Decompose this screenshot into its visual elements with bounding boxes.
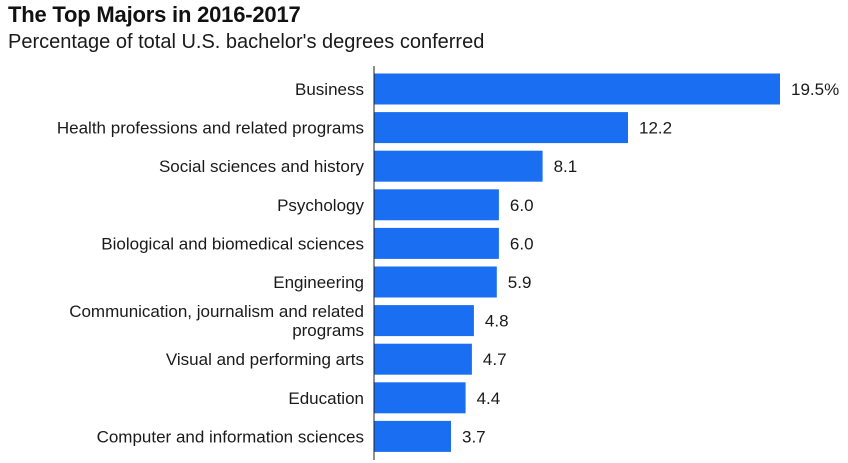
category-label-line: Engineering xyxy=(273,273,364,292)
value-label: 5.9 xyxy=(508,273,532,292)
value-label: 12.2 xyxy=(639,119,672,138)
category-label: Biological and biomedical sciences xyxy=(101,234,364,253)
bar xyxy=(374,305,474,337)
value-label: 3.7 xyxy=(462,427,486,446)
category-label-line: Education xyxy=(288,389,364,408)
chart-title: The Top Majors in 2016-2017 xyxy=(8,2,301,27)
category-labels-layer: Business Health professions and related p… xyxy=(57,80,365,446)
category-label: Social sciences and history xyxy=(159,157,365,176)
value-label: 6.0 xyxy=(510,234,534,253)
bars-layer xyxy=(374,73,780,452)
value-label: 8.1 xyxy=(554,157,578,176)
category-label-line: Computer and information sciences xyxy=(97,427,364,446)
bar xyxy=(374,420,451,452)
value-label: 4.4 xyxy=(477,389,501,408)
bar xyxy=(374,189,499,221)
category-label-line: programs xyxy=(292,321,364,340)
category-label-line: Biological and biomedical sciences xyxy=(101,234,364,253)
category-label: Visual and performing arts xyxy=(166,350,364,369)
bar xyxy=(374,382,466,414)
value-labels-layer: 19.5% 12.2 8.1 6.0 6.0 5.9 4.8 4.7 4.4 3.7 xyxy=(462,80,839,446)
chart-subtitle: Percentage of total U.S. bachelor's degr… xyxy=(8,31,485,53)
bar xyxy=(374,343,472,375)
category-label-line: Visual and performing arts xyxy=(166,350,364,369)
category-label: Computer and information sciences xyxy=(97,427,364,446)
value-label: 4.8 xyxy=(485,312,509,331)
bar xyxy=(374,73,780,105)
value-label: 6.0 xyxy=(510,196,534,215)
category-label-line: Business xyxy=(295,80,364,99)
category-label-line: Health professions and related programs xyxy=(57,119,364,138)
category-label: Psychology xyxy=(277,196,364,215)
bar xyxy=(374,227,499,259)
bar xyxy=(374,150,543,182)
category-label-line: Psychology xyxy=(277,196,364,215)
value-label: 19.5% xyxy=(791,80,839,99)
bar xyxy=(374,266,497,298)
category-label: Business xyxy=(295,80,364,99)
category-label: Engineering xyxy=(273,273,364,292)
bar xyxy=(374,112,628,144)
value-label: 4.7 xyxy=(483,350,507,369)
category-label-line: Social sciences and history xyxy=(159,157,365,176)
category-label: Education xyxy=(288,389,364,408)
category-label: Communication, journalism and related pro… xyxy=(69,302,364,340)
category-label-line: Communication, journalism and related xyxy=(69,302,364,321)
category-label: Health professions and related programs xyxy=(57,119,364,138)
